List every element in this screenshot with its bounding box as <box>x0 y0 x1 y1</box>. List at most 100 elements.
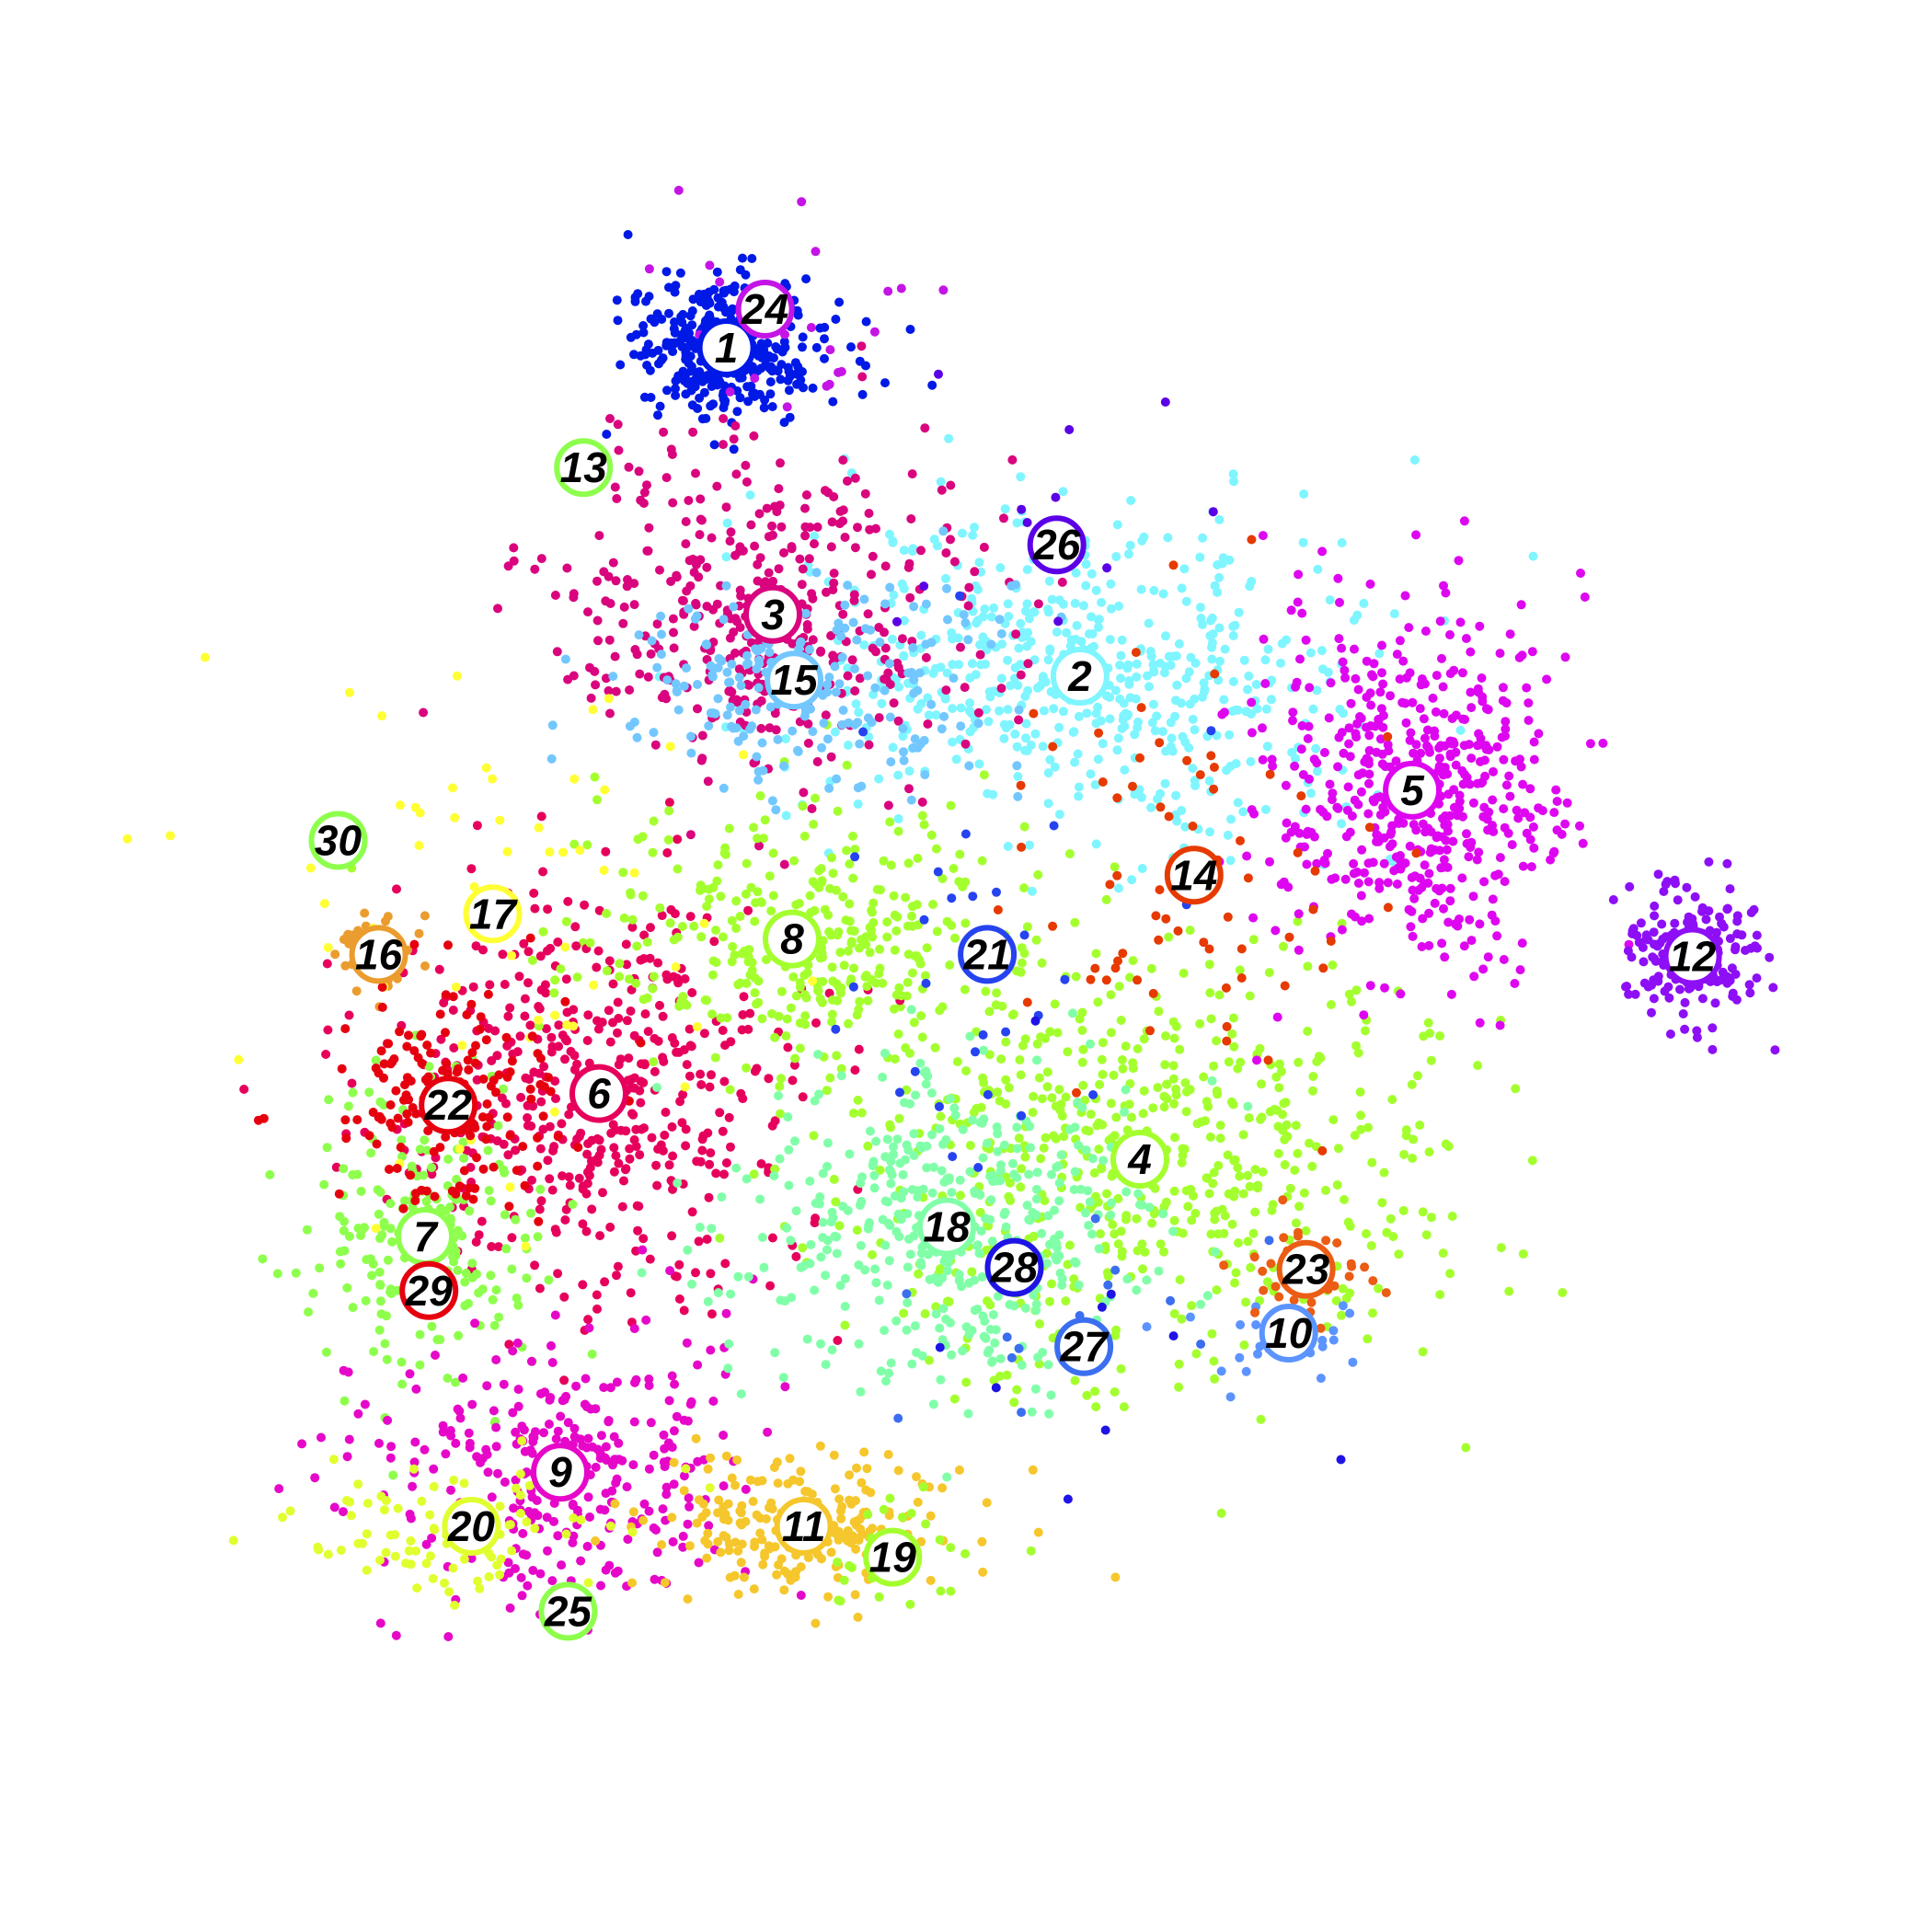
point-cluster-4 <box>1243 1236 1253 1247</box>
point-cluster-4 <box>1016 1182 1026 1192</box>
point-cluster-6 <box>707 1309 717 1319</box>
point-cluster-2 <box>1136 584 1146 594</box>
point-cluster-8 <box>890 1054 900 1064</box>
point-cluster-2 <box>1137 792 1146 802</box>
point-cluster-6 <box>640 1009 650 1019</box>
point-cluster-6 <box>639 930 650 940</box>
point-cluster-12 <box>1639 978 1650 988</box>
point-cluster-7 <box>397 1357 407 1367</box>
point-cluster-2 <box>1038 742 1048 752</box>
point-cluster-9 <box>587 1442 597 1452</box>
point-cluster-6 <box>619 1176 628 1186</box>
point-cluster-14 <box>1022 997 1032 1007</box>
point-cluster-9 <box>644 1506 654 1516</box>
point-cluster-4 <box>1363 1122 1374 1133</box>
point-cluster-3 <box>850 543 860 553</box>
point-cluster-5 <box>1375 810 1386 820</box>
point-cluster-17 <box>589 980 599 990</box>
point-cluster-6 <box>684 1071 695 1081</box>
point-cluster-14 <box>1318 963 1328 973</box>
point-cluster-8 <box>631 978 641 988</box>
point-cluster-11 <box>733 1546 743 1556</box>
point-cluster-3 <box>742 477 752 487</box>
point-cluster-4 <box>1185 1085 1195 1095</box>
point-cluster-5 <box>1367 670 1376 680</box>
point-cluster-4 <box>1301 1225 1311 1236</box>
point-cluster-5 <box>1283 882 1294 892</box>
point-cluster-3 <box>880 627 889 638</box>
point-cluster-4 <box>1017 1164 1027 1174</box>
point-cluster-15 <box>885 659 894 669</box>
point-cluster-7 <box>376 1309 386 1319</box>
point-cluster-1 <box>701 413 711 423</box>
point-cluster-5 <box>1337 728 1347 738</box>
point-cluster-6 <box>581 1226 592 1236</box>
point-cluster-9 <box>391 1630 401 1640</box>
point-cluster-4 <box>1351 1041 1361 1051</box>
point-cluster-6 <box>636 1098 646 1108</box>
point-cluster-8 <box>868 917 879 927</box>
point-cluster-5 <box>1453 921 1463 931</box>
point-cluster-7 <box>454 1330 464 1340</box>
point-cluster-15 <box>834 618 844 628</box>
point-cluster-18 <box>822 1138 833 1148</box>
point-cluster-18 <box>865 1126 875 1136</box>
point-cluster-4 <box>1447 1212 1457 1221</box>
point-cluster-8 <box>648 983 658 994</box>
point-cluster-9 <box>568 1537 578 1547</box>
point-cluster-8 <box>649 816 659 826</box>
point-cluster-18 <box>882 1280 892 1290</box>
point-cluster-3 <box>750 541 760 551</box>
point-cluster-3 <box>726 527 736 537</box>
point-cluster-6 <box>614 1060 624 1070</box>
point-cluster-3 <box>802 620 812 629</box>
point-cluster-5 <box>1392 880 1402 889</box>
point-cluster-4 <box>1164 932 1174 942</box>
point-cluster-4 <box>1204 960 1214 970</box>
point-cluster-6 <box>798 1092 808 1102</box>
point-cluster-3 <box>893 716 903 726</box>
point-cluster-1 <box>735 265 745 275</box>
point-cluster-5 <box>1373 831 1383 841</box>
point-cluster-8 <box>742 858 752 868</box>
point-cluster-2 <box>1263 644 1273 654</box>
point-cluster-15 <box>913 685 923 696</box>
point-cluster-3 <box>1007 454 1018 465</box>
point-cluster-2 <box>1172 680 1182 690</box>
point-cluster-5 <box>1465 740 1474 750</box>
point-cluster-6 <box>811 1018 821 1028</box>
point-cluster-14 <box>1310 866 1320 876</box>
point-cluster-1 <box>653 410 662 420</box>
point-cluster-5 <box>1474 729 1484 739</box>
point-cluster-8 <box>696 932 707 942</box>
point-cluster-4 <box>1235 965 1245 975</box>
point-cluster-11 <box>893 1466 903 1476</box>
point-cluster-2 <box>1157 727 1167 737</box>
point-cluster-6 <box>559 1292 569 1302</box>
point-cluster-2 <box>1054 722 1064 732</box>
point-cluster-3 <box>1057 577 1067 587</box>
point-cluster-4 <box>936 1264 945 1274</box>
point-cluster-7 <box>522 1273 532 1283</box>
point-cluster-12 <box>1750 941 1760 951</box>
point-cluster-3 <box>660 689 670 699</box>
point-cluster-5 <box>1466 936 1477 946</box>
point-cluster-18 <box>733 1271 743 1282</box>
point-cluster-18 <box>955 1175 965 1185</box>
point-cluster-18 <box>1054 1230 1064 1240</box>
point-cluster-1 <box>905 325 915 334</box>
point-cluster-15 <box>942 583 951 593</box>
point-cluster-5 <box>1560 652 1570 662</box>
point-cluster-5 <box>1575 821 1584 831</box>
point-cluster-14 <box>1151 911 1161 921</box>
point-cluster-3 <box>834 519 845 529</box>
point-cluster-2 <box>897 579 907 589</box>
point-cluster-3 <box>921 652 931 662</box>
point-cluster-5 <box>1409 893 1420 903</box>
point-cluster-5 <box>1500 822 1510 833</box>
point-cluster-2 <box>1013 772 1023 781</box>
point-cluster-2 <box>854 707 864 718</box>
point-cluster-9 <box>583 1433 593 1443</box>
point-cluster-9 <box>547 1358 558 1367</box>
point-cluster-18 <box>937 1166 947 1176</box>
